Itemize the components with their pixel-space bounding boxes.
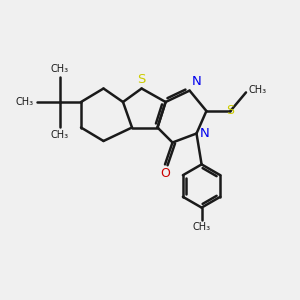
Text: S: S: [137, 73, 146, 85]
Text: N: N: [200, 127, 209, 140]
Text: CH₃: CH₃: [193, 222, 211, 232]
Text: CH₃: CH₃: [249, 85, 267, 95]
Text: S: S: [226, 104, 234, 117]
Text: CH₃: CH₃: [16, 97, 34, 107]
Text: CH₃: CH₃: [51, 64, 69, 74]
Text: CH₃: CH₃: [51, 130, 69, 140]
Text: N: N: [192, 75, 202, 88]
Text: O: O: [160, 167, 170, 180]
